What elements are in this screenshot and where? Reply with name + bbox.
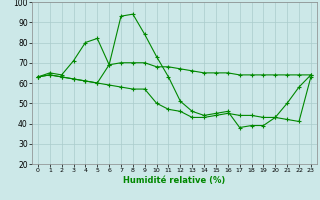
X-axis label: Humidité relative (%): Humidité relative (%): [123, 176, 226, 185]
